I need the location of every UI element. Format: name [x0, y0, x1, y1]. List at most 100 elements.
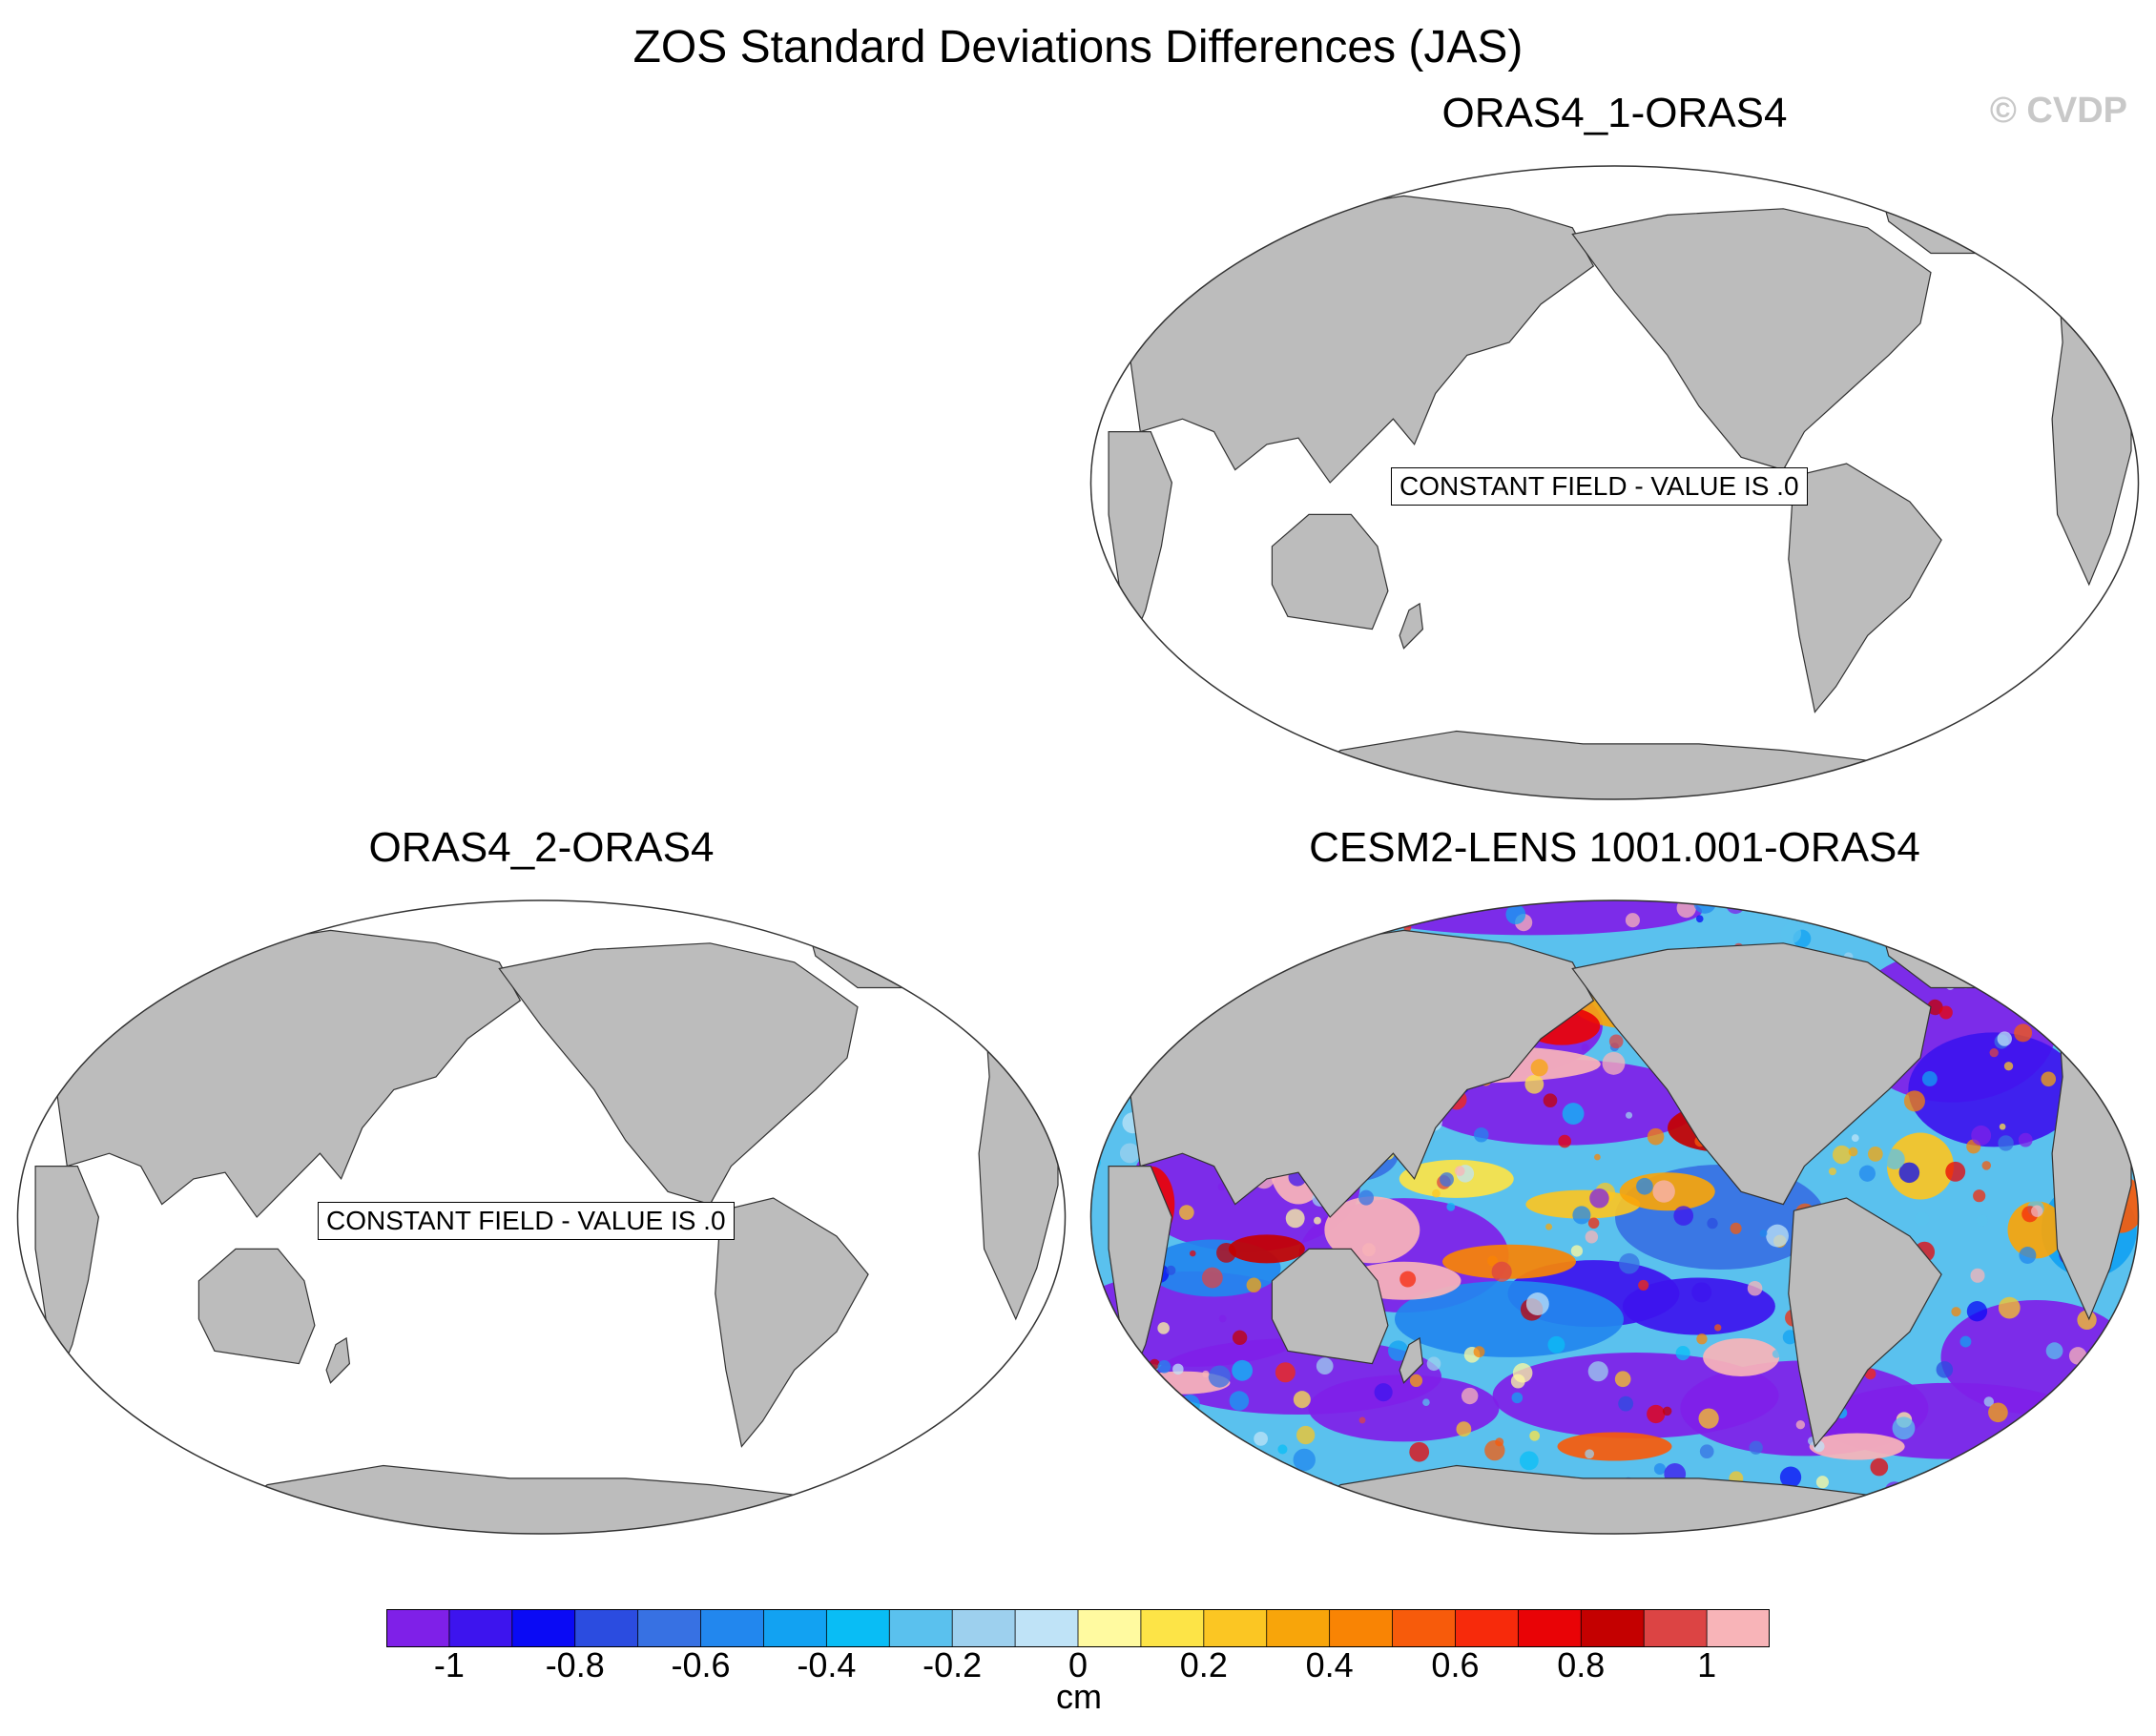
- field-speckle: [1106, 1062, 1119, 1075]
- field-speckle: [2070, 1373, 2081, 1383]
- figure-title: ZOS Standard Deviations Differences (JAS…: [632, 22, 1524, 72]
- field-speckle: [1587, 1361, 1608, 1382]
- field-speckle: [1614, 1371, 1631, 1388]
- land-australia: [1271, 513, 1389, 630]
- constant-field-label: CONSTANT FIELD - VALUE IS .0: [318, 1202, 735, 1240]
- field-speckle: [2103, 1082, 2111, 1090]
- field-speckle: [1202, 962, 1223, 983]
- field-speckle: [1858, 1165, 1876, 1182]
- land-south-america: [1788, 463, 1942, 713]
- field-speckle: [2115, 993, 2129, 1008]
- field-speckle: [1172, 1449, 1189, 1465]
- field-speckle: [1216, 1242, 1236, 1263]
- field-speckle: [1835, 1522, 1857, 1534]
- field-speckle: [1510, 1374, 1525, 1389]
- field-speckle: [1562, 1103, 1585, 1125]
- field-speckle: [1618, 1252, 1640, 1274]
- field-speckle: [1572, 1206, 1591, 1225]
- field-anomaly: [1442, 1244, 1576, 1279]
- field-speckle: [2018, 1523, 2038, 1534]
- field-speckle: [1585, 1230, 1599, 1244]
- field-speckle: [1113, 901, 1124, 911]
- field-speckle: [1277, 1444, 1288, 1455]
- field-speckle: [2025, 982, 2040, 996]
- field-speckle: [1652, 1180, 1675, 1203]
- field-speckle: [1898, 1162, 1920, 1184]
- field-speckle: [1440, 1172, 1454, 1188]
- field-speckle: [1232, 1359, 1254, 1381]
- field-speckle: [2100, 982, 2122, 1003]
- field-speckle: [1696, 1333, 1708, 1345]
- colorbar-tick-label: 0: [1068, 1645, 1088, 1684]
- field-speckle: [1828, 1168, 1836, 1176]
- field-anomaly: [1809, 1433, 1905, 1460]
- field-speckle: [1899, 900, 1921, 918]
- field-speckle: [1165, 1494, 1174, 1503]
- field-speckle: [2114, 900, 2130, 915]
- field-speckle: [1773, 1529, 1785, 1534]
- field-speckle: [1285, 1209, 1305, 1229]
- field-speckle: [1170, 900, 1190, 920]
- colorbar-swatch: [825, 1609, 891, 1647]
- field-speckle: [1749, 1440, 1763, 1455]
- field-speckle: [1530, 1059, 1548, 1077]
- field-speckle: [1779, 1466, 1802, 1488]
- field-speckle: [1585, 1449, 1595, 1459]
- field-speckle: [1991, 941, 2001, 950]
- field-speckle: [2032, 1519, 2055, 1534]
- field-anomaly: [1399, 1159, 1514, 1198]
- colorbar-swatch: [1203, 1609, 1268, 1647]
- field-speckle: [1217, 1183, 1226, 1191]
- land-africa: [1108, 431, 1173, 638]
- field-speckle: [1951, 1307, 1961, 1317]
- land-south-america: [715, 1197, 869, 1448]
- field-speckle: [1456, 1421, 1472, 1437]
- constant-field-label: CONSTANT FIELD - VALUE IS .0: [1391, 467, 1808, 506]
- field-speckle: [1358, 1189, 1375, 1206]
- field-speckle: [1676, 900, 1696, 919]
- field-speckle: [1970, 1268, 1985, 1283]
- field-speckle: [1923, 1498, 1938, 1512]
- field-speckle: [1589, 1188, 1609, 1209]
- colorbar-swatch: [763, 1609, 828, 1647]
- field-speckle: [1971, 1125, 1992, 1146]
- map-border: [1089, 165, 2140, 800]
- field-speckle: [2070, 900, 2091, 911]
- field-speckle: [1128, 1353, 1146, 1371]
- field-speckle: [1973, 1189, 1986, 1203]
- field-speckle: [1870, 1457, 1889, 1477]
- field-speckle: [2006, 1478, 2026, 1499]
- field-speckle: [2077, 1310, 2097, 1330]
- field-speckle: [1626, 1111, 1633, 1119]
- field-speckle: [1980, 943, 2001, 964]
- field-speckle: [1387, 1340, 1409, 1361]
- field-speckle: [1471, 900, 1486, 906]
- field-speckle: [1966, 1301, 1988, 1322]
- field-speckle: [1473, 1126, 1489, 1143]
- field-speckle: [1090, 1353, 1105, 1367]
- field-speckle: [2034, 1524, 2044, 1534]
- colorbar-tick-label: -0.4: [797, 1645, 857, 1684]
- field-anomaly: [1886, 1132, 1954, 1200]
- colorbar-tick-label: 0.6: [1431, 1645, 1480, 1684]
- field-speckle: [1293, 1448, 1316, 1472]
- field-speckle: [1998, 1135, 2014, 1151]
- field-speckle: [1232, 1330, 1248, 1346]
- field-speckle: [1190, 1250, 1196, 1257]
- field-speckle: [1914, 1478, 1929, 1493]
- field-speckle: [1214, 1490, 1223, 1498]
- land-north-america: [498, 942, 859, 1206]
- colorbar-swatch: [1517, 1609, 1583, 1647]
- field-speckle: [1636, 1177, 1653, 1195]
- field-speckle: [1336, 1508, 1348, 1520]
- field-speckle: [1558, 1134, 1571, 1148]
- field-speckle: [2022, 1433, 2045, 1457]
- field-speckle: [1172, 1363, 1184, 1375]
- field-speckle: [1892, 1416, 1916, 1440]
- field-speckle: [1529, 1430, 1541, 1441]
- field-speckle: [1884, 1148, 1905, 1169]
- colorbar-swatch: [1455, 1609, 1520, 1647]
- field-speckle: [1848, 1147, 1858, 1157]
- field-speckle: [1695, 915, 1704, 923]
- field-speckle: [1981, 971, 2001, 991]
